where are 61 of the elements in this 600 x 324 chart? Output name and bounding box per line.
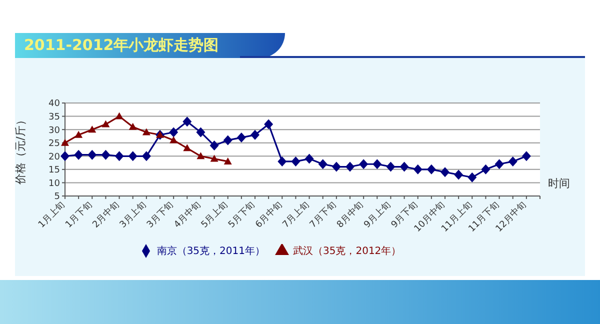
- x-tick-label: 3月下旬: [144, 199, 176, 230]
- y-tick-label: 10: [48, 178, 60, 189]
- point: [426, 164, 436, 174]
- point: [74, 130, 83, 138]
- point: [196, 152, 205, 160]
- point: [61, 138, 69, 146]
- point: [210, 140, 219, 151]
- point: [291, 156, 300, 166]
- point: [359, 159, 368, 170]
- point: [115, 112, 124, 120]
- point: [210, 154, 218, 162]
- point: [250, 130, 260, 140]
- point: [88, 126, 96, 133]
- point: [386, 162, 396, 172]
- point: [170, 136, 178, 144]
- point: [304, 154, 314, 164]
- y-tick-label: 40: [48, 99, 60, 110]
- point: [400, 162, 409, 172]
- point: [60, 151, 70, 162]
- point: [142, 128, 150, 136]
- y-tick-label: 35: [48, 112, 60, 122]
- point: [128, 122, 137, 130]
- point: [223, 135, 232, 146]
- point: [468, 172, 477, 182]
- y-axis-title: 价格（元/斤）: [14, 114, 27, 186]
- point: [74, 150, 84, 160]
- point: [454, 170, 464, 180]
- legend-label: 武汉（35克，2012年）: [293, 246, 402, 257]
- point: [494, 159, 504, 170]
- legend-label: 南京（35克，2011年）: [156, 246, 265, 257]
- point: [183, 144, 192, 152]
- point: [264, 119, 274, 130]
- point: [318, 159, 328, 170]
- point: [142, 151, 151, 162]
- point: [196, 127, 206, 138]
- point: [440, 167, 450, 178]
- point: [101, 150, 110, 160]
- y-tick-label: 30: [48, 126, 60, 136]
- point: [114, 151, 124, 162]
- chart-title: 2011-2012年小龙虾走势图: [24, 36, 219, 55]
- point: [481, 164, 490, 174]
- point: [182, 116, 192, 127]
- point: [169, 127, 178, 138]
- y-tick-label: 5: [54, 192, 60, 202]
- point: [332, 162, 341, 172]
- point: [236, 132, 246, 143]
- point: [413, 164, 422, 174]
- y-tick-label: 15: [48, 166, 60, 176]
- y-tick-label: 20: [48, 152, 60, 162]
- point: [128, 151, 138, 162]
- point: [508, 156, 518, 166]
- point: [278, 156, 287, 166]
- point: [522, 151, 531, 162]
- x-axis-title: 时间: [548, 176, 570, 191]
- point: [102, 120, 110, 128]
- y-tick-label: 25: [48, 139, 60, 150]
- point: [224, 157, 232, 164]
- point: [372, 159, 382, 170]
- point: [346, 162, 354, 172]
- x-tick-label: 5月下旬: [226, 199, 258, 230]
- point: [88, 150, 97, 160]
